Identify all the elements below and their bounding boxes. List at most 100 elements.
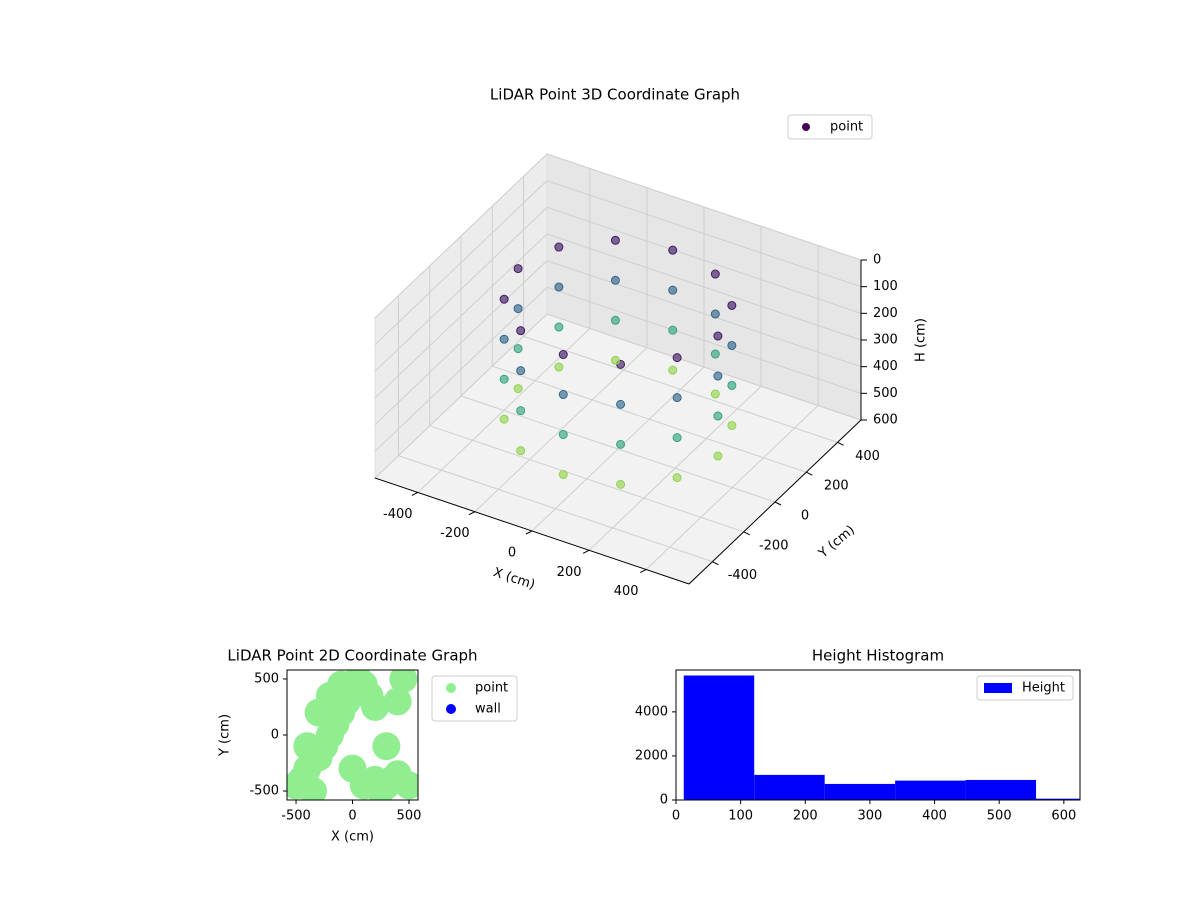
- y-tick: [712, 561, 719, 566]
- point: [713, 331, 723, 341]
- bar: [683, 675, 755, 800]
- grid-line: [374, 233, 548, 399]
- y-axis-label: Y (cm): [218, 714, 233, 757]
- point: [516, 366, 526, 376]
- x-tick-label: 0: [348, 809, 356, 824]
- point: [499, 334, 509, 344]
- point: [554, 282, 564, 292]
- x-tick-label: -400: [383, 507, 413, 522]
- point: [394, 771, 418, 800]
- point: [554, 322, 564, 332]
- point: [668, 245, 678, 255]
- point: [513, 344, 523, 354]
- z-axis-label: H (cm): [914, 318, 929, 362]
- legend-marker: [802, 123, 810, 131]
- plot-area: [287, 670, 418, 800]
- point: [668, 365, 678, 375]
- y-tick-label: 500: [254, 671, 279, 686]
- grid-line: [523, 335, 838, 443]
- point: [616, 439, 626, 449]
- point: [499, 374, 509, 384]
- point: [558, 390, 568, 400]
- x-axis-label: X (cm): [331, 830, 374, 845]
- point: [389, 670, 418, 693]
- grid-line: [546, 260, 862, 368]
- axis-line: [688, 419, 862, 585]
- bar: [824, 783, 896, 800]
- grid-line: [398, 455, 713, 563]
- point: [499, 414, 509, 424]
- x-tick: [525, 530, 533, 535]
- point: [727, 420, 737, 430]
- x-tick-label: -200: [440, 526, 470, 541]
- legend-box: [787, 114, 873, 140]
- point: [710, 389, 720, 399]
- grid-line: [374, 206, 548, 372]
- point: [513, 264, 523, 274]
- point: [616, 479, 626, 489]
- y-tick-label: 200: [824, 479, 849, 494]
- chart-title: LiDAR Point 2D Coordinate Graph: [227, 647, 477, 665]
- x-tick-label: 600: [1051, 809, 1076, 824]
- x-tick: [411, 492, 419, 496]
- point: [610, 235, 620, 245]
- point: [610, 315, 620, 325]
- point: [668, 285, 678, 295]
- z-tick-label: 300: [873, 333, 898, 348]
- x-tick: [639, 569, 647, 573]
- chart-title: LiDAR Point 3D Coordinate Graph: [490, 86, 740, 104]
- z-tick-label: 400: [873, 359, 898, 374]
- bar: [1036, 798, 1080, 800]
- point: [713, 371, 723, 381]
- grid-line: [460, 395, 776, 503]
- grid-line: [546, 286, 862, 394]
- point: [713, 451, 723, 461]
- grid-line: [374, 313, 548, 479]
- grid-line: [374, 286, 548, 452]
- y-tick-label: 2000: [635, 748, 668, 763]
- grid-line: [546, 153, 862, 261]
- point: [558, 470, 568, 480]
- point: [713, 411, 723, 421]
- grid-line: [492, 365, 807, 473]
- legend-label: point: [475, 681, 508, 696]
- point: [610, 355, 620, 365]
- y-tick-label: 0: [660, 793, 668, 808]
- point: [710, 269, 720, 279]
- y-tick-label: -500: [249, 784, 279, 799]
- y-tick-label: 0: [801, 509, 809, 524]
- x-tick-label: 400: [614, 584, 639, 599]
- legend-swatch: [984, 683, 1012, 693]
- point: [499, 294, 509, 304]
- y-tick-label: -400: [728, 568, 758, 583]
- z-tick-label: 500: [873, 386, 898, 401]
- x-tick-label: -500: [281, 809, 311, 824]
- point: [727, 300, 737, 310]
- y-tick-label: 400: [855, 449, 880, 464]
- point: [516, 326, 526, 336]
- x-tick-label: 300: [858, 809, 883, 824]
- x-tick-label: 100: [728, 809, 753, 824]
- point: [361, 692, 390, 721]
- z-tick-label: 100: [873, 279, 898, 294]
- point: [610, 275, 620, 285]
- point: [327, 670, 356, 699]
- point: [672, 473, 682, 483]
- chart-title: Height Histogram: [812, 647, 944, 665]
- x-tick-label: 0: [672, 809, 680, 824]
- legend-marker: [446, 683, 456, 693]
- plot-area: [683, 675, 1080, 800]
- point: [554, 362, 564, 372]
- legend-box: [976, 675, 1074, 701]
- point: [672, 433, 682, 443]
- point: [361, 765, 390, 794]
- x-tick: [468, 511, 476, 516]
- point: [558, 430, 568, 440]
- x-tick-label: 500: [987, 809, 1012, 824]
- y-tick: [837, 441, 844, 446]
- legend-label: wall: [475, 702, 501, 717]
- point: [668, 325, 678, 335]
- y-tick: [743, 531, 750, 536]
- x-tick-label: 500: [397, 809, 422, 824]
